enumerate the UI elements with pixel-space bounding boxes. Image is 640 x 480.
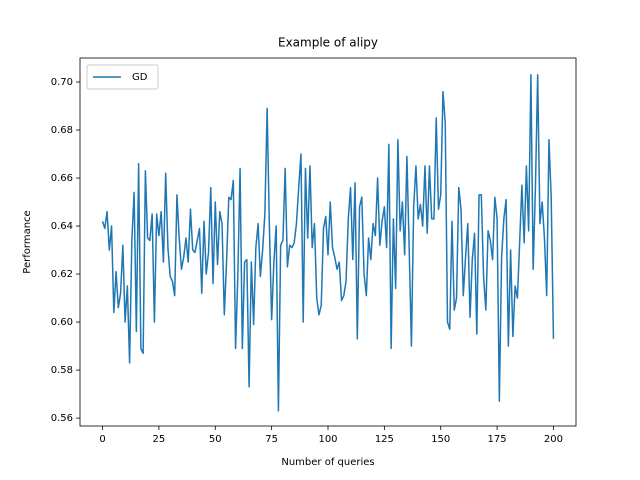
- legend-box: [86, 64, 159, 90]
- x-tick-label: 50: [209, 434, 222, 445]
- x-tick-label: 200: [544, 434, 563, 445]
- legend-label: GD: [132, 72, 148, 83]
- x-tick-label: 150: [431, 434, 450, 445]
- x-axis-label: Number of queries: [281, 457, 374, 468]
- y-tick-label: 0.66: [51, 173, 73, 184]
- y-axis-label: Performance: [22, 210, 33, 273]
- chart-title: Example of alipy: [278, 36, 378, 50]
- y-tick-label: 0.64: [51, 221, 73, 232]
- y-tick-label: 0.68: [51, 125, 73, 136]
- y-tick-label: 0.56: [51, 413, 73, 424]
- y-tick-label: 0.58: [51, 365, 73, 376]
- x-tick-label: 125: [375, 434, 394, 445]
- x-tick-label: 175: [488, 434, 507, 445]
- x-tick-label: 25: [153, 434, 166, 445]
- data-line: [101, 74, 555, 412]
- y-tick-label: 0.60: [51, 317, 73, 328]
- x-tick-label: 0: [99, 434, 105, 445]
- y-tick-label: 0.70: [51, 77, 73, 88]
- x-tick-label: 75: [265, 434, 278, 445]
- x-tick-label: 100: [318, 434, 337, 445]
- y-tick-label: 0.62: [51, 269, 73, 280]
- plot-frame: [79, 57, 577, 427]
